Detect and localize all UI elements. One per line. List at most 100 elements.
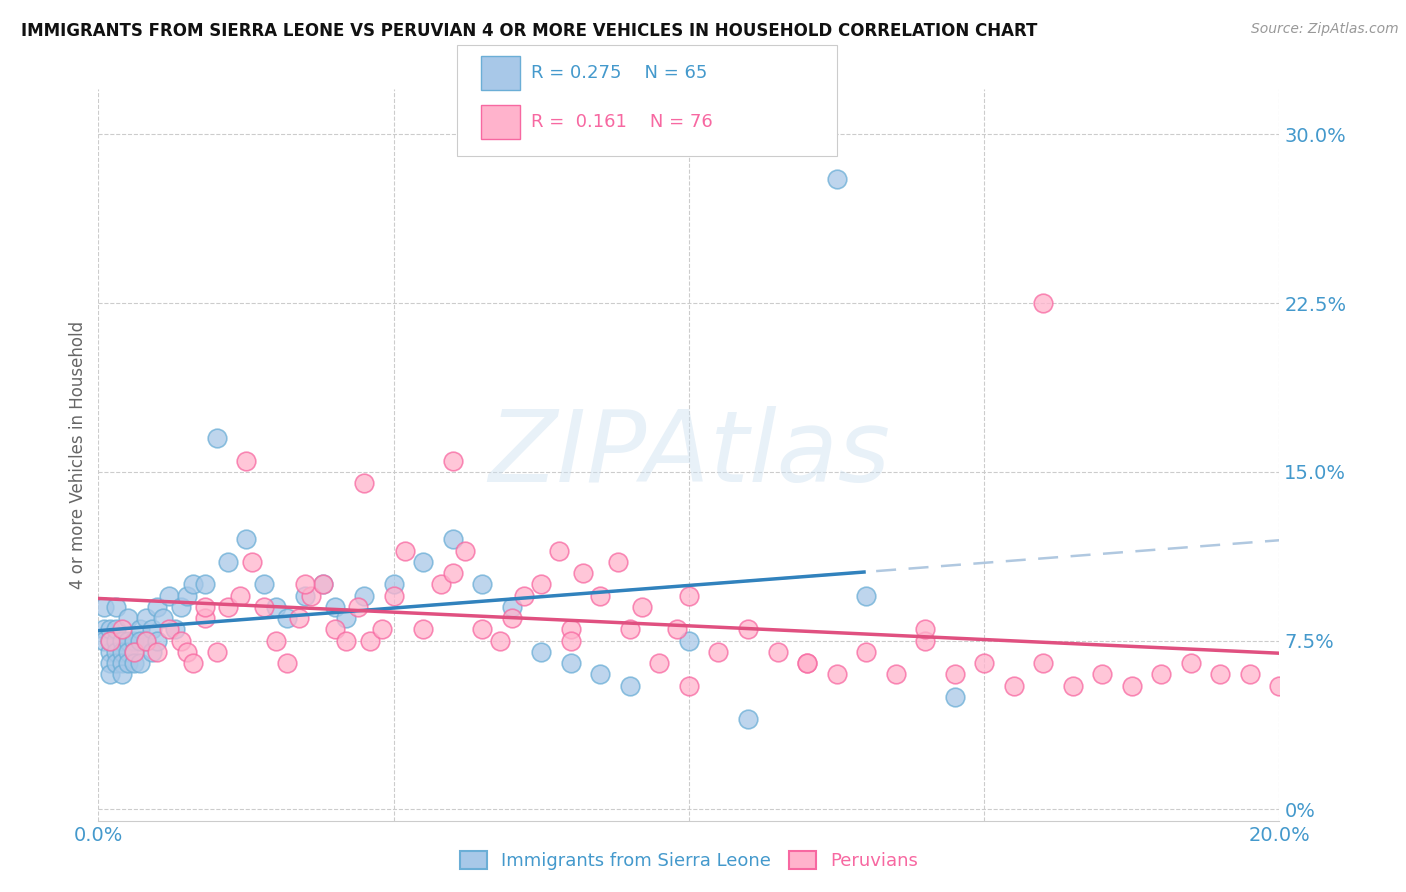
Point [170, 633, 193, 648]
Point [146, 599, 169, 614]
Point [589, 667, 612, 681]
Point [253, 577, 276, 591]
Point [105, 623, 128, 637]
Point [253, 599, 276, 614]
Point [347, 599, 370, 614]
Text: R = 0.275    N = 65: R = 0.275 N = 65 [531, 64, 707, 82]
Point [548, 543, 571, 558]
Point [441, 533, 464, 547]
Point [560, 656, 582, 670]
Point [353, 589, 375, 603]
Point [530, 577, 553, 591]
Text: IMMIGRANTS FROM SIERRA LEONE VS PERUVIAN 4 OR MORE VEHICLES IN HOUSEHOLD CORRELA: IMMIGRANTS FROM SIERRA LEONE VS PERUVIAN… [21, 22, 1038, 40]
Point [105, 656, 128, 670]
Point [914, 623, 936, 637]
Point [157, 589, 180, 603]
Point [111, 633, 134, 648]
Point [93, 623, 115, 637]
Point [217, 555, 239, 569]
Point [1091, 667, 1114, 681]
Point [294, 577, 316, 591]
Point [678, 633, 700, 648]
Point [98, 656, 121, 670]
Point [914, 633, 936, 648]
Point [412, 555, 434, 569]
Point [855, 645, 877, 659]
Point [98, 633, 121, 648]
Point [194, 599, 217, 614]
Point [630, 599, 652, 614]
Point [1121, 679, 1143, 693]
Point [1268, 679, 1291, 693]
Point [176, 645, 198, 659]
Point [943, 690, 966, 704]
Point [323, 599, 346, 614]
Point [412, 623, 434, 637]
Point [737, 712, 759, 726]
Text: R =  0.161    N = 76: R = 0.161 N = 76 [531, 113, 713, 131]
Point [141, 645, 163, 659]
Y-axis label: 4 or more Vehicles in Household: 4 or more Vehicles in Household [69, 321, 87, 589]
Point [135, 633, 157, 648]
Point [512, 589, 534, 603]
Point [117, 611, 139, 625]
Point [181, 656, 204, 670]
Point [111, 645, 134, 659]
Point [973, 656, 995, 670]
Point [619, 679, 641, 693]
Point [205, 645, 228, 659]
Point [1002, 679, 1025, 693]
Point [382, 589, 405, 603]
Point [312, 577, 335, 591]
Point [111, 623, 134, 637]
Point [1032, 296, 1054, 310]
Point [122, 645, 145, 659]
Point [353, 476, 375, 491]
Point [825, 172, 848, 186]
Point [141, 623, 163, 637]
Point [571, 566, 593, 580]
Point [678, 589, 700, 603]
Point [152, 611, 174, 625]
Point [560, 633, 582, 648]
Point [394, 543, 416, 558]
Point [205, 431, 228, 445]
Point [707, 645, 730, 659]
Point [105, 645, 128, 659]
Point [165, 623, 187, 637]
Point [1032, 656, 1054, 670]
Point [1209, 667, 1232, 681]
Point [666, 623, 689, 637]
Point [825, 667, 848, 681]
Point [276, 611, 298, 625]
Point [135, 633, 157, 648]
Point [796, 656, 818, 670]
Text: ZIPAtlas: ZIPAtlas [488, 407, 890, 503]
Point [471, 623, 494, 637]
Point [105, 633, 128, 648]
Point [235, 453, 257, 467]
Point [648, 656, 671, 670]
Point [111, 656, 134, 670]
Point [229, 589, 252, 603]
Point [98, 623, 121, 637]
Point [135, 611, 157, 625]
Point [117, 633, 139, 648]
Point [93, 599, 115, 614]
Point [157, 623, 180, 637]
Text: Source: ZipAtlas.com: Source: ZipAtlas.com [1251, 22, 1399, 37]
Point [335, 611, 357, 625]
Point [1062, 679, 1084, 693]
Point [855, 589, 877, 603]
Point [430, 577, 453, 591]
Point [323, 623, 346, 637]
Point [441, 453, 464, 467]
Point [98, 633, 121, 648]
Point [111, 667, 134, 681]
Point [264, 633, 287, 648]
Point [766, 645, 789, 659]
Point [530, 645, 553, 659]
Point [382, 577, 405, 591]
Point [737, 623, 759, 637]
Point [128, 623, 150, 637]
